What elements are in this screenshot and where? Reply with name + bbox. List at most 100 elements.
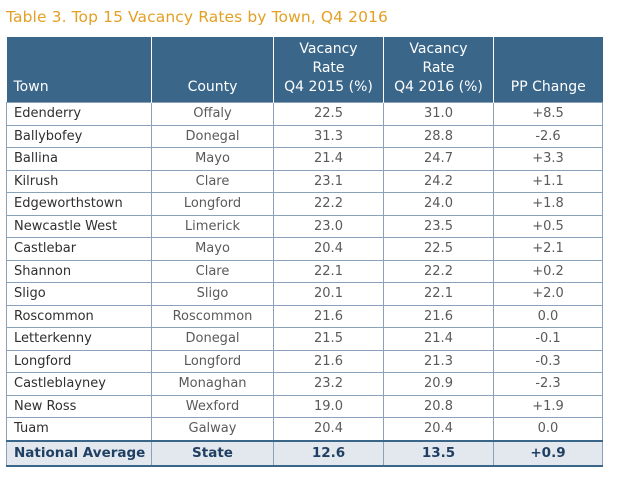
county-cell: Offaly (151, 102, 274, 126)
pp-change-cell: +1.9 (493, 394, 603, 418)
vacancy-2016-cell: 24.0 (383, 192, 494, 216)
county-cell: Donegal (151, 124, 274, 148)
pp-change-cell: +2.1 (493, 237, 603, 261)
county-cell: Donegal (151, 327, 274, 351)
county-cell: Wexford (151, 394, 274, 418)
table-row: Tuam Galway 20.4 20.4 0.0 (6, 417, 603, 441)
town-cell: Shannon (6, 259, 152, 283)
vacancy-2016-cell: 20.9 (383, 372, 494, 396)
header-vacancy-2016-line1: Vacancy Rate (409, 41, 468, 76)
vacancy-2015-cell: 19.0 (273, 394, 384, 418)
national-town-cell: National Average (6, 439, 152, 467)
town-cell: Kilrush (6, 169, 152, 193)
header-pp-change: PP Change (493, 37, 603, 103)
table-row: New Ross Wexford 19.0 20.8 +1.9 (6, 394, 603, 418)
vacancy-2016-cell: 22.2 (383, 259, 494, 283)
table-row: Roscommon Roscommon 21.6 21.6 0.0 (6, 304, 603, 328)
pp-change-cell: -0.3 (493, 349, 603, 373)
county-cell: Clare (151, 259, 274, 283)
town-cell: Castleblayney (6, 372, 152, 396)
pp-change-cell: +1.1 (493, 169, 603, 193)
town-cell: Edgeworthstown (6, 192, 152, 216)
vacancy-2016-cell: 22.1 (383, 282, 494, 306)
county-cell: Clare (151, 169, 274, 193)
town-cell: Roscommon (6, 304, 152, 328)
county-cell: Roscommon (151, 304, 274, 328)
national-county-cell: State (151, 439, 274, 467)
national-vacancy-2016-cell: 13.5 (383, 439, 494, 467)
national-average-row: National Average State 12.6 13.5 +0.9 (6, 439, 603, 467)
vacancy-rates-table: Town County Vacancy Rate Q4 2015 (%) Vac… (6, 37, 603, 467)
vacancy-2015-cell: 21.4 (273, 147, 384, 171)
town-cell: Ballybofey (6, 124, 152, 148)
vacancy-2016-cell: 20.8 (383, 394, 494, 418)
town-cell: Longford (6, 349, 152, 373)
table-footer: National Average State 12.6 13.5 +0.9 (6, 439, 603, 467)
vacancy-2015-cell: 23.2 (273, 372, 384, 396)
vacancy-2015-cell: 21.6 (273, 304, 384, 328)
vacancy-2015-cell: 22.1 (273, 259, 384, 283)
county-cell: Sligo (151, 282, 274, 306)
pp-change-cell: +3.3 (493, 147, 603, 171)
town-cell: Sligo (6, 282, 152, 306)
vacancy-2015-cell: 22.5 (273, 102, 384, 126)
vacancy-2016-cell: 31.0 (383, 102, 494, 126)
county-cell: Monaghan (151, 372, 274, 396)
town-cell: Letterkenny (6, 327, 152, 351)
county-cell: Longford (151, 192, 274, 216)
table-row: Edenderry Offaly 22.5 31.0 +8.5 (6, 102, 603, 126)
vacancy-2016-cell: 24.2 (383, 169, 494, 193)
town-cell: Newcastle West (6, 214, 152, 238)
table-header: Town County Vacancy Rate Q4 2015 (%) Vac… (6, 37, 603, 103)
national-pp-change-cell: +0.9 (493, 439, 603, 467)
pp-change-cell: -0.1 (493, 327, 603, 351)
town-cell: New Ross (6, 394, 152, 418)
vacancy-2015-cell: 20.1 (273, 282, 384, 306)
pp-change-cell: +0.2 (493, 259, 603, 283)
county-cell: Galway (151, 417, 274, 441)
national-vacancy-2015-cell: 12.6 (273, 439, 384, 467)
table-row: Letterkenny Donegal 21.5 21.4 -0.1 (6, 327, 603, 351)
table-row: Ballybofey Donegal 31.3 28.8 -2.6 (6, 124, 603, 148)
table-row: Sligo Sligo 20.1 22.1 +2.0 (6, 282, 603, 306)
town-cell: Tuam (6, 417, 152, 441)
table-row: Shannon Clare 22.1 22.2 +0.2 (6, 259, 603, 283)
table-row: Longford Longford 21.6 21.3 -0.3 (6, 349, 603, 373)
vacancy-2016-cell: 21.6 (383, 304, 494, 328)
town-cell: Edenderry (6, 102, 152, 126)
vacancy-2015-cell: 22.2 (273, 192, 384, 216)
vacancy-2015-cell: 23.0 (273, 214, 384, 238)
header-county: County (151, 37, 274, 103)
table-body: Edenderry Offaly 22.5 31.0 +8.5 Ballybofey Don… (6, 102, 603, 441)
county-cell: Mayo (151, 237, 274, 261)
header-vacancy-2016-line2: Q4 2016 (%) (394, 79, 483, 95)
county-cell: Mayo (151, 147, 274, 171)
table-row: Edgeworthstown Longford 22.2 24.0 +1.8 (6, 192, 603, 216)
vacancy-2016-cell: 24.7 (383, 147, 494, 171)
vacancy-2016-cell: 23.5 (383, 214, 494, 238)
county-cell: Limerick (151, 214, 274, 238)
header-row: Town County Vacancy Rate Q4 2015 (%) Vac… (6, 37, 603, 103)
vacancy-2016-cell: 28.8 (383, 124, 494, 148)
town-cell: Ballina (6, 147, 152, 171)
header-vacancy-2016: Vacancy Rate Q4 2016 (%) (383, 37, 494, 103)
pp-change-cell: -2.3 (493, 372, 603, 396)
vacancy-2015-cell: 20.4 (273, 237, 384, 261)
vacancy-2015-cell: 31.3 (273, 124, 384, 148)
county-cell: Longford (151, 349, 274, 373)
table-row: Newcastle West Limerick 23.0 23.5 +0.5 (6, 214, 603, 238)
pp-change-cell: +0.5 (493, 214, 603, 238)
header-vacancy-2015-line2: Q4 2015 (%) (284, 79, 373, 95)
table-row: Ballina Mayo 21.4 24.7 +3.3 (6, 147, 603, 171)
vacancy-2016-cell: 21.4 (383, 327, 494, 351)
vacancy-2016-cell: 20.4 (383, 417, 494, 441)
header-town: Town (6, 37, 152, 103)
table-row: Castleblayney Monaghan 23.2 20.9 -2.3 (6, 372, 603, 396)
pp-change-cell: 0.0 (493, 417, 603, 441)
pp-change-cell: +2.0 (493, 282, 603, 306)
vacancy-2015-cell: 20.4 (273, 417, 384, 441)
pp-change-cell: +8.5 (493, 102, 603, 126)
pp-change-cell: 0.0 (493, 304, 603, 328)
pp-change-cell: +1.8 (493, 192, 603, 216)
vacancy-2015-cell: 21.6 (273, 349, 384, 373)
